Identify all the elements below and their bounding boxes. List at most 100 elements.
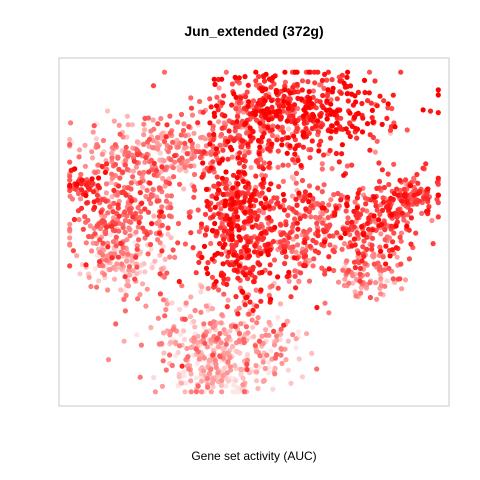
data-point: [289, 206, 295, 212]
data-point: [306, 199, 312, 205]
data-point: [290, 157, 296, 163]
data-point: [307, 95, 313, 102]
data-point: [314, 304, 320, 311]
data-point: [293, 345, 299, 351]
data-point: [67, 193, 73, 199]
data-point: [354, 126, 361, 132]
data-point: [221, 228, 227, 234]
data-point: [243, 234, 249, 240]
data-point: [257, 262, 263, 268]
data-point: [204, 203, 211, 209]
data-point: [169, 300, 175, 306]
data-point: [435, 214, 441, 220]
data-point: [158, 209, 164, 215]
data-point: [191, 130, 197, 136]
data-point: [248, 203, 254, 209]
data-point: [80, 226, 86, 232]
data-point: [288, 294, 294, 300]
data-point: [84, 200, 90, 206]
data-point: [113, 321, 119, 327]
data-point: [126, 264, 133, 270]
data-point: [117, 131, 123, 137]
data-point: [394, 254, 400, 260]
data-point: [160, 358, 166, 364]
data-point: [187, 163, 194, 169]
data-point: [325, 215, 331, 221]
data-point: [92, 231, 98, 237]
data-point: [201, 149, 207, 155]
data-point: [163, 367, 169, 373]
data-point: [253, 197, 259, 203]
data-point: [262, 205, 268, 211]
data-point: [105, 244, 111, 250]
data-point: [71, 216, 77, 223]
data-point: [203, 227, 210, 233]
data-point: [285, 212, 291, 218]
data-point: [228, 323, 234, 329]
data-point: [290, 236, 296, 242]
data-point: [90, 189, 97, 195]
data-point: [176, 343, 183, 349]
data-point: [233, 209, 239, 215]
data-point: [278, 114, 284, 120]
data-point: [199, 284, 205, 290]
data-point: [100, 218, 106, 224]
data-point: [245, 149, 252, 156]
data-point: [372, 199, 379, 205]
data-point: [236, 330, 242, 337]
data-point: [152, 258, 158, 264]
data-point: [327, 222, 333, 228]
data-point: [334, 108, 340, 114]
data-point: [350, 280, 356, 286]
data-point: [434, 179, 440, 185]
data-point: [141, 261, 147, 267]
data-point: [328, 197, 334, 203]
data-point: [177, 181, 183, 187]
data-point: [183, 300, 189, 306]
data-point: [255, 236, 261, 242]
data-point: [254, 369, 260, 375]
data-point: [258, 287, 264, 293]
data-point: [321, 152, 327, 158]
data-point: [382, 237, 388, 243]
data-point: [122, 274, 128, 280]
data-point: [198, 389, 205, 395]
data-point: [230, 343, 236, 350]
data-point: [260, 176, 266, 182]
data-point: [212, 220, 218, 227]
data-point: [99, 151, 105, 157]
data-point: [217, 330, 223, 337]
data-point: [421, 195, 427, 201]
data-point: [291, 102, 298, 108]
data-point: [373, 280, 379, 286]
data-point: [309, 101, 315, 107]
data-point: [111, 187, 117, 193]
data-point: [271, 257, 278, 263]
data-point: [127, 233, 133, 239]
data-point: [241, 163, 247, 170]
data-point: [265, 241, 271, 247]
data-point: [301, 130, 307, 136]
data-point: [142, 206, 148, 212]
data-point: [229, 154, 235, 160]
data-point: [388, 223, 394, 229]
data-point: [259, 190, 265, 196]
data-point: [364, 121, 371, 127]
data-point: [189, 145, 195, 151]
data-point: [229, 196, 235, 202]
data-point: [382, 227, 388, 233]
data-point: [242, 94, 249, 100]
data-point: [146, 136, 153, 142]
data-point: [196, 259, 202, 265]
data-point: [246, 253, 252, 259]
data-point: [242, 265, 248, 271]
data-point: [354, 205, 360, 211]
data-point: [159, 222, 165, 228]
data-point: [321, 182, 327, 188]
data-point: [300, 198, 306, 204]
data-point: [247, 270, 253, 276]
data-point: [324, 98, 330, 104]
data-point: [371, 251, 377, 257]
data-point: [213, 146, 219, 152]
data-point: [122, 149, 129, 155]
